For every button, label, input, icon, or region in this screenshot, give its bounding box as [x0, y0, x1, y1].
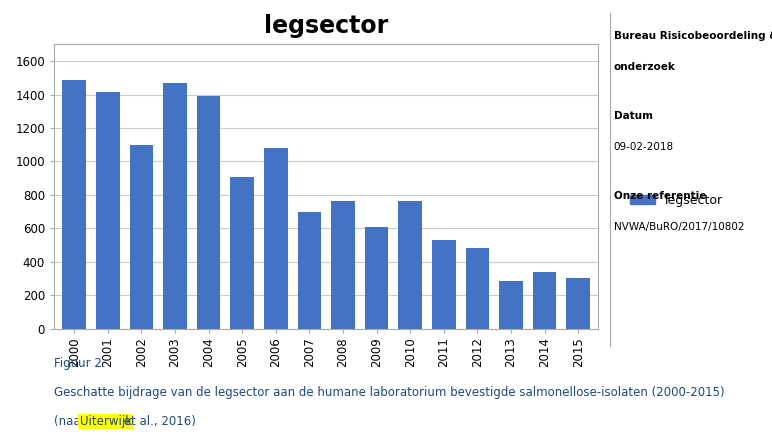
Text: onderzoek: onderzoek — [614, 62, 676, 72]
Bar — [533, 272, 557, 329]
Bar — [365, 227, 388, 329]
Text: Onze referentie: Onze referentie — [614, 191, 706, 201]
Bar — [230, 177, 254, 329]
Text: (naar: (naar — [54, 415, 90, 428]
Bar — [499, 281, 523, 329]
Bar — [567, 278, 590, 329]
Text: 09-02-2018: 09-02-2018 — [614, 142, 674, 152]
Bar — [163, 83, 187, 329]
Bar — [466, 248, 489, 329]
Bar — [432, 240, 455, 329]
Bar — [331, 201, 354, 329]
Text: Figuur 2.: Figuur 2. — [54, 357, 106, 370]
Title: legsector: legsector — [264, 14, 388, 38]
Bar — [63, 79, 86, 329]
Text: Bureau Risicobeoordeling &: Bureau Risicobeoordeling & — [614, 31, 772, 41]
Bar — [298, 212, 321, 329]
Text: Datum: Datum — [614, 111, 653, 121]
Text: et al., 2016): et al., 2016) — [120, 415, 195, 428]
Bar — [96, 92, 120, 329]
Bar — [130, 145, 153, 329]
Bar — [197, 96, 220, 329]
Text: NVWA/BuRO/2017/10802: NVWA/BuRO/2017/10802 — [614, 222, 744, 232]
Text: Uiterwijk: Uiterwijk — [80, 415, 132, 428]
Bar — [264, 148, 287, 329]
Legend: legsector: legsector — [625, 189, 728, 212]
Text: Geschatte bijdrage van de legsector aan de humane laboratorium bevestigde salmon: Geschatte bijdrage van de legsector aan … — [54, 386, 725, 399]
Bar — [398, 201, 422, 329]
